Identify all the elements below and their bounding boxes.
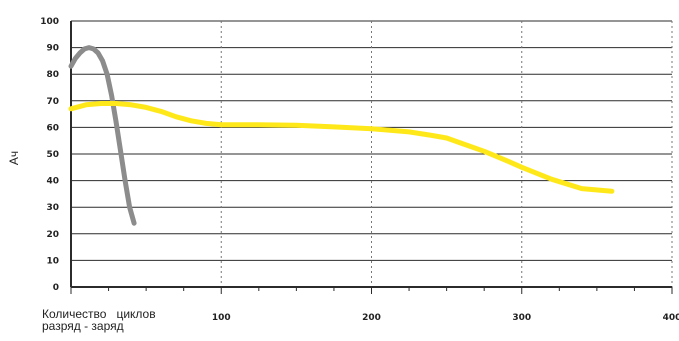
x-tick-label: 100 xyxy=(212,313,231,323)
y-tick-label: 40 xyxy=(46,177,59,187)
y-tick-label: 70 xyxy=(46,97,59,107)
y-tick-label: 30 xyxy=(46,203,59,213)
tick-labels: 0 10 20 30 40 50 60 70 80 90 100 100 200 300 400 xyxy=(40,17,679,323)
y-tick-label: 80 xyxy=(46,70,59,80)
x-axis-label: Количество циклов разряд - заряд xyxy=(42,308,156,332)
y-tick-label: 90 xyxy=(46,44,59,54)
y-tick-label: 10 xyxy=(46,256,59,266)
x-tick-label: 300 xyxy=(512,313,531,323)
grid xyxy=(71,20,673,287)
x-tick-label: 400 xyxy=(663,313,679,323)
y-tick-label: 100 xyxy=(40,17,59,27)
series-line-2 xyxy=(68,101,615,194)
x-axis-label-line-1: Количество циклов xyxy=(42,307,156,321)
x-axis-label-line-2: разряд - заряд xyxy=(42,319,124,333)
y-tick-label: 0 xyxy=(53,283,59,293)
series-group xyxy=(68,45,615,226)
y-tick-label: 50 xyxy=(46,150,59,160)
y-axis-label: Ач xyxy=(7,151,21,165)
x-tick-label: 200 xyxy=(362,313,381,323)
series-line-1 xyxy=(68,45,137,226)
y-tick-label: 20 xyxy=(46,230,59,240)
y-tick-label: 60 xyxy=(46,123,59,133)
